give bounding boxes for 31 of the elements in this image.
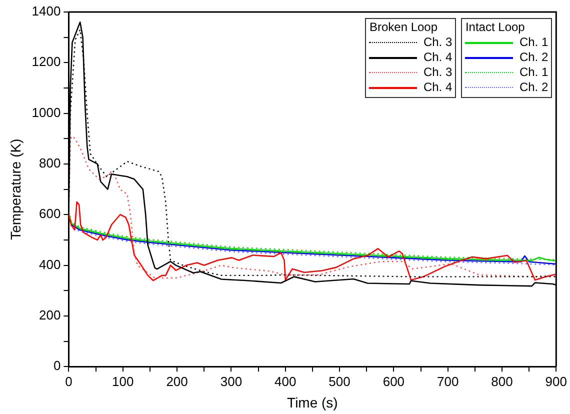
y-tick-label: 0: [53, 358, 61, 374]
x-tick-label: 600: [382, 374, 405, 389]
y-tick-label: 800: [39, 156, 61, 171]
x-tick-label: 500: [328, 374, 350, 389]
legend-label: Ch. 1: [519, 65, 548, 80]
y-tick-label: 600: [39, 206, 61, 222]
x-tick-label: 700: [436, 374, 459, 389]
legend-label: Ch. 3: [423, 35, 452, 50]
x-tick-label: 900: [545, 374, 568, 389]
y-tick-label: 1200: [32, 54, 61, 70]
y-tick-label: 1000: [32, 104, 61, 120]
y-tick-label: 1400: [32, 4, 61, 19]
x-tick-label: 300: [220, 374, 242, 389]
annotation: Broken Loop: [369, 20, 439, 35]
annotation: Intact Loop: [465, 20, 526, 35]
x-tick-label: 100: [112, 374, 134, 389]
x-tick-label: 200: [166, 374, 188, 389]
legend-label: Ch. 4: [423, 80, 452, 95]
line-series: [68, 136, 556, 279]
y-tick-label: 200: [39, 308, 61, 323]
x-axis-title: Time (s): [287, 394, 338, 410]
legend-label: Ch. 2: [519, 50, 548, 65]
legend-label: Ch. 4: [423, 50, 452, 65]
y-axis-title: Temperature (K): [7, 138, 24, 240]
y-tick-label: 400: [39, 256, 61, 272]
legend-label: Ch. 2: [519, 80, 548, 95]
legend-label: Ch. 1: [519, 35, 548, 50]
x-tick-label: 800: [491, 374, 513, 389]
x-tick-label: 400: [274, 374, 296, 389]
x-tick-label: 0: [65, 374, 72, 389]
legend-label: Ch. 3: [423, 65, 452, 80]
